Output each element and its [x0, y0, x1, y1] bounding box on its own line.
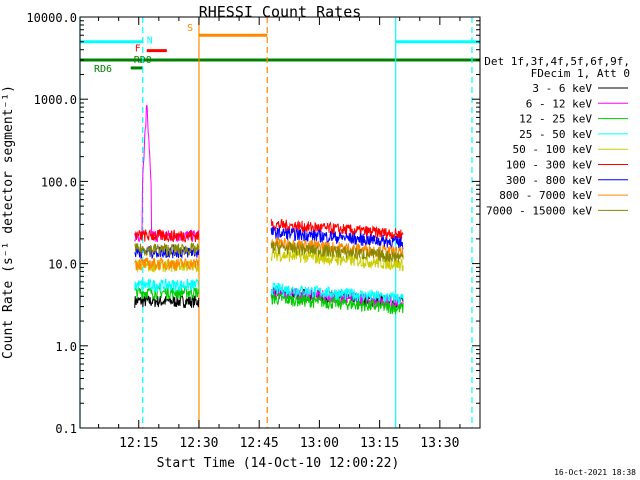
y-tick-label: 0.1	[55, 422, 77, 436]
x-tick-label: 12:15	[119, 436, 158, 451]
y-axis-ticks: 0.1 1.0 10.0 100.0 1000.0 10000.0	[26, 11, 480, 436]
series-line	[270, 240, 404, 263]
flag-label: N	[147, 36, 153, 47]
flag-label: F	[135, 44, 141, 55]
x-axis-ticks: 12:15 12:30 12:45 13:00 13:15 13:30	[98, 17, 461, 451]
y-tick-label: 10000.0	[26, 11, 77, 25]
series-line	[134, 278, 200, 292]
plot-frame	[79, 16, 481, 429]
y-tick-label: 10.0	[48, 258, 77, 272]
legend-entry-label: 50 - 100 keV	[513, 143, 593, 156]
y-tick-label: 100.0	[41, 175, 77, 189]
y-axis-label: Count Rate (s⁻¹ detector segment⁻¹)	[1, 85, 16, 359]
x-tick-label: 12:30	[179, 436, 218, 451]
series-line	[134, 241, 200, 257]
legend-entry-label: 800 - 7000 keV	[499, 189, 592, 202]
x-tick-label: 13:30	[420, 436, 459, 451]
legend-header-2: FDecim 1, Att 0	[531, 67, 630, 80]
legend-entry-label: 7000 - 15000 keV	[486, 204, 592, 217]
series-line	[134, 257, 200, 272]
x-tick-label: 13:15	[360, 436, 399, 451]
timestamp: 16-Oct-2021 18:38	[554, 468, 636, 477]
flag-label: RD6	[94, 64, 112, 75]
vertical-markers	[79, 17, 473, 428]
x-axis-label: Start Time (14-Oct-10 12:00:22)	[157, 456, 400, 471]
legend-entry-label: 300 - 800 keV	[506, 174, 592, 187]
legend-entry-label: 25 - 50 keV	[519, 128, 592, 141]
series-line	[270, 282, 404, 305]
series-line	[134, 104, 200, 243]
legend-header-1: Det 1f,3f,4f,5f,6f,9f,	[484, 55, 630, 68]
legend-entry-label: 12 - 25 keV	[519, 113, 592, 126]
legend-entry-label: 6 - 12 keV	[526, 97, 593, 110]
legend-entry-label: 100 - 300 keV	[506, 159, 592, 172]
x-tick-label: 13:00	[300, 436, 339, 451]
legend: Det 1f,3f,4f,5f,6f,9f, FDecim 1, Att 0 3…	[484, 55, 630, 217]
flag-label: S	[187, 23, 193, 34]
series-line	[134, 228, 200, 243]
series-line	[270, 226, 404, 251]
legend-entry-label: 3 - 6 keV	[532, 82, 592, 95]
y-tick-label: 1000.0	[34, 93, 77, 107]
chart-title: RHESSI Count Rates	[199, 3, 362, 21]
series-line	[134, 285, 200, 301]
series-group	[134, 104, 404, 315]
series-line	[270, 218, 404, 241]
y-tick-label: 1.0	[55, 340, 77, 354]
x-tick-label: 12:45	[240, 436, 279, 451]
